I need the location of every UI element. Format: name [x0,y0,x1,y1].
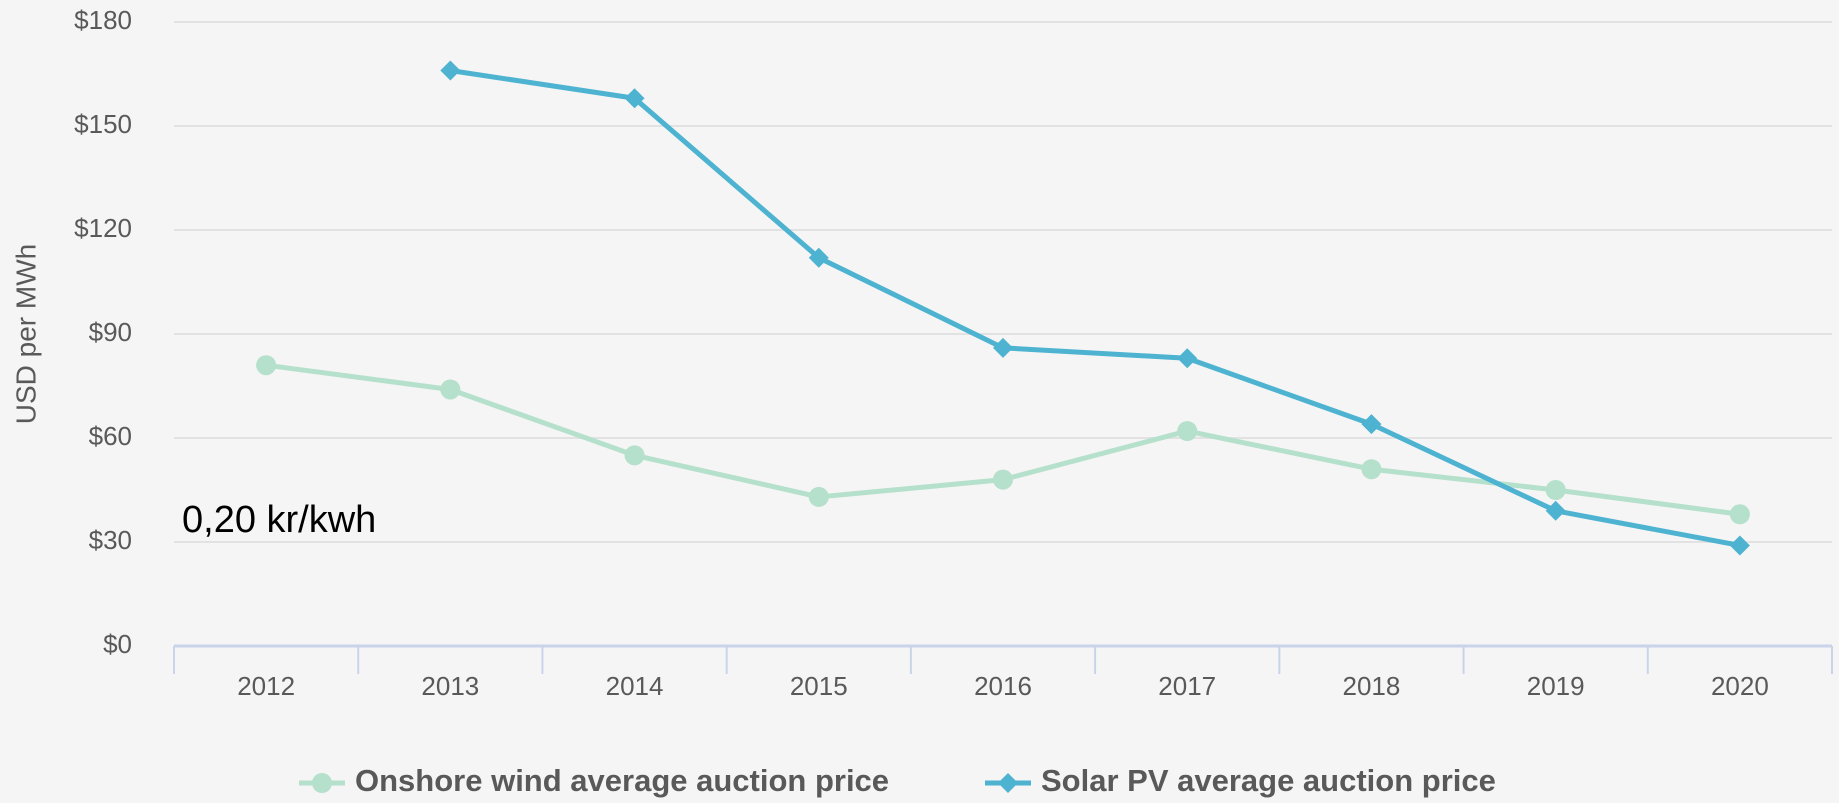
legend-marker [998,773,1018,793]
data-point [624,445,645,466]
data-point [440,60,461,81]
data-point [1545,500,1566,521]
legend-label: Solar PV average auction price [1041,763,1496,798]
y-tick-label: $120 [74,213,132,243]
y-axis-label: USD per MWh [10,244,41,424]
x-tick-label: 2012 [237,671,295,701]
series-line [449,68,1741,548]
legend-label: Onshore wind average auction price [355,763,889,798]
x-tick-label: 2014 [606,671,664,701]
data-point [256,355,277,376]
x-tick-label: 2018 [1343,671,1401,701]
data-point [1545,480,1566,500]
x-tick-label: 2015 [790,671,848,701]
y-tick-label: $90 [89,317,132,347]
y-tick-label: $180 [74,5,132,35]
x-tick-label: 2017 [1158,671,1216,701]
x-tick-label: 2019 [1527,671,1585,701]
y-tick-label: $60 [89,421,132,451]
data-point [993,469,1013,490]
data-point [1361,459,1382,480]
x-tick-label: 2013 [421,671,479,701]
data-point [1729,504,1750,525]
y-tick-label: $30 [89,525,132,555]
data-point [1729,535,1750,556]
data-point [993,337,1013,358]
data-point [808,486,829,507]
y-tick-label: $0 [103,629,132,659]
annotation: 0,20 kr/kwh [182,499,376,541]
data-point [440,379,461,400]
data-point [624,88,645,109]
data-point [1361,414,1382,435]
x-tick-label: 2016 [974,671,1032,701]
data-point [1177,348,1198,369]
legend-marker [312,773,332,793]
data-point [1177,421,1198,442]
x-tick-label: 2020 [1711,671,1769,701]
y-tick-label: $150 [74,109,132,139]
data-point [808,247,829,268]
